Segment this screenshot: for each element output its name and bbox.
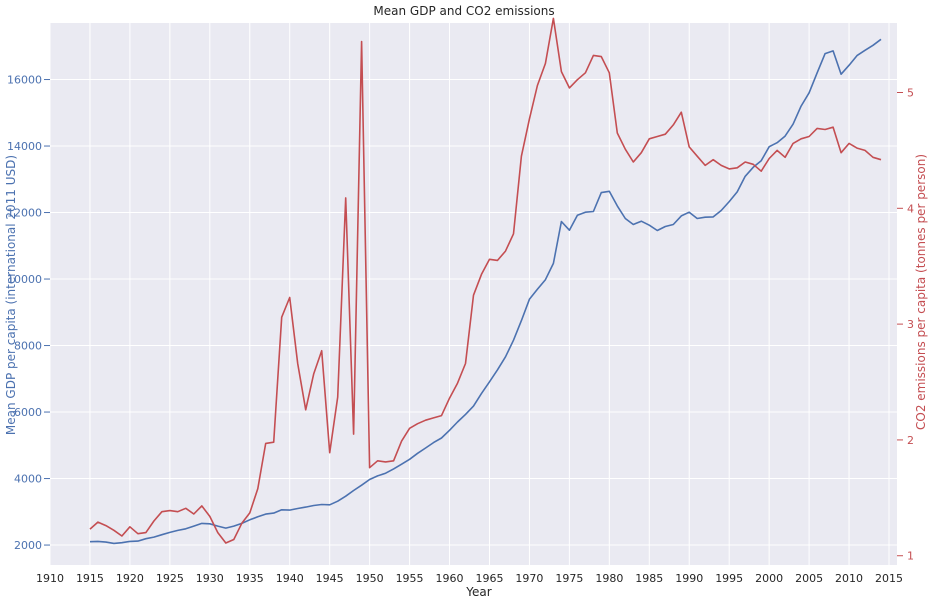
left-y-tick-label: 8000 (14, 340, 42, 353)
x-tick-label: 1950 (356, 572, 384, 585)
x-tick-label: 1940 (276, 572, 304, 585)
co2-line-path (89, 17, 882, 544)
gdp-line-path (89, 38, 882, 545)
x-axis-label: Year (465, 585, 491, 599)
left-y-tick-label: 2000 (14, 539, 42, 552)
left-y-axis-label: Mean GDP per capita (international 2011 … (4, 155, 18, 435)
x-tick-label: 1980 (595, 572, 623, 585)
right-y-tick-label: 1 (907, 550, 914, 563)
x-tick-label: 2000 (755, 572, 783, 585)
x-tick-label: 1925 (156, 572, 184, 585)
left-y-tick-label: 10000 (7, 273, 42, 286)
right-y-tick-label: 5 (907, 86, 914, 99)
left-y-tick-label: 12000 (7, 207, 42, 220)
x-tick-label: 1965 (475, 572, 503, 585)
left-y-tick-label: 4000 (14, 473, 42, 486)
right-y-axis-label: CO2 emissions per capita (tonnes per per… (914, 154, 928, 430)
right-y-tick-label: 4 (907, 202, 914, 215)
right-y-tick-label: 3 (907, 318, 914, 331)
x-tick-label: 1930 (196, 572, 224, 585)
x-tick-label: 1960 (436, 572, 464, 585)
x-tick-label: 1995 (715, 572, 743, 585)
x-tick-label: 1985 (635, 572, 663, 585)
x-tick-label: 2010 (835, 572, 863, 585)
x-tick-label: 1970 (515, 572, 543, 585)
right-y-axis: 1 2 3 4 5 (897, 86, 914, 563)
x-tick-label: 2005 (795, 572, 823, 585)
x-tick-label: 1955 (396, 572, 424, 585)
left-y-tick-label: 14000 (7, 140, 42, 153)
x-tick-label: 1920 (116, 572, 144, 585)
x-tick-label: 1915 (76, 572, 104, 585)
left-y-tick-label: 6000 (14, 406, 42, 419)
chart-title: Mean GDP and CO2 emissions (373, 4, 554, 18)
x-tick-label: 1975 (555, 572, 583, 585)
x-tick-label: 1935 (236, 572, 264, 585)
right-y-tick-label: 2 (907, 434, 914, 447)
grid-lines (49, 23, 897, 565)
x-tick-label: 2015 (875, 572, 903, 585)
x-axis: 1910 1915 1920 1925 1930 1935 1940 1945 1950 1955… (36, 572, 903, 585)
left-y-axis: 2000 4000 6000 8000 10000 12000 14000 16000 (7, 74, 50, 552)
co2-series (89, 17, 882, 544)
x-tick-label: 1945 (316, 572, 344, 585)
x-tick-label: 1990 (675, 572, 703, 585)
x-tick-label: 1910 (36, 572, 64, 585)
left-y-tick-label: 16000 (7, 74, 42, 87)
gdp-series (89, 38, 882, 545)
